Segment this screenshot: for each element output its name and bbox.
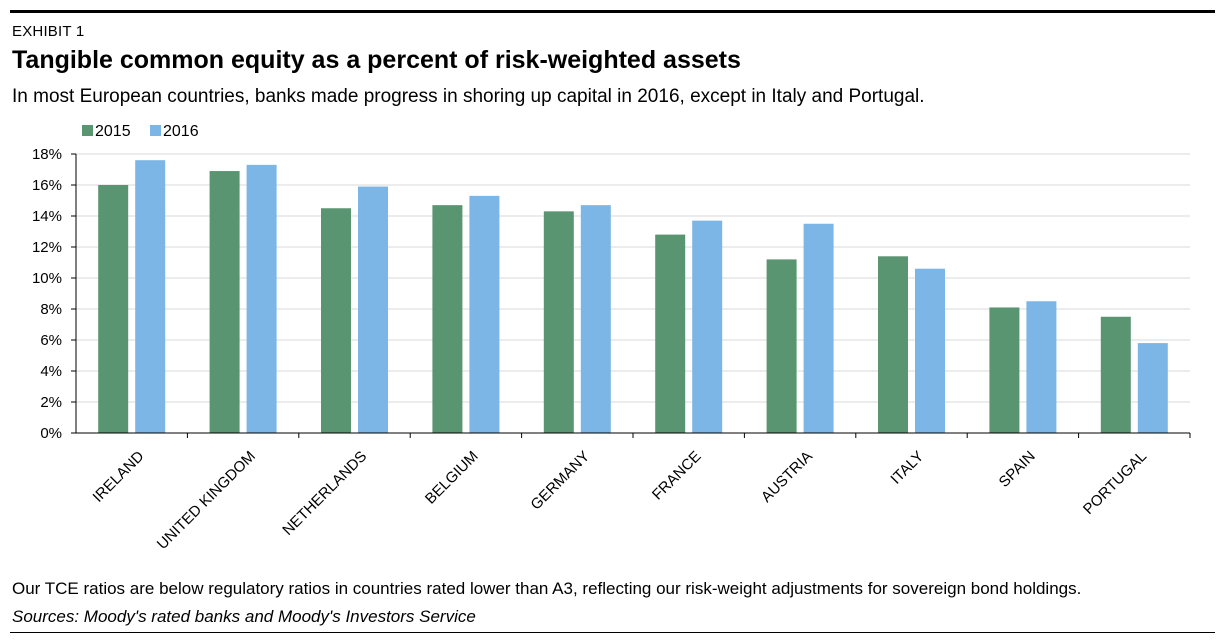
- x-category-label: PORTUGAL: [1080, 448, 1150, 518]
- x-category-label: GERMANY: [527, 448, 593, 514]
- bar-2016-united-kingdom: [246, 164, 277, 433]
- bar-2015-austria: [766, 259, 797, 433]
- bar-2015-italy: [878, 256, 908, 433]
- gridlines: [76, 153, 1190, 403]
- x-category-label: SPAIN: [996, 448, 1039, 491]
- x-category-label: UNITED KINGDOM: [154, 448, 259, 553]
- y-tick-label: 8%: [40, 301, 62, 318]
- y-tick-label: 12%: [32, 239, 62, 256]
- y-tick-label: 16%: [32, 177, 62, 194]
- top-rule: [10, 10, 1215, 13]
- y-tick-label: 2%: [40, 394, 62, 411]
- y-axis: 0% 2% 4% 6% 8% 10% 12% 14% 16% 18%: [32, 146, 77, 442]
- bar-2016-ireland: [135, 160, 166, 433]
- x-category-label: ITALY: [887, 448, 927, 488]
- y-tick-label: 0%: [40, 425, 62, 442]
- bar-2016-germany: [580, 205, 611, 433]
- bar-2016-belgium: [469, 195, 500, 433]
- chart-title: Tangible common equity as a percent of r…: [12, 46, 741, 74]
- bottom-rule: [10, 632, 1215, 633]
- legend-label: 2015: [95, 123, 131, 140]
- bar-2016-netherlands: [358, 186, 388, 433]
- bar-2015-ireland: [98, 185, 129, 433]
- legend-swatch-2015: [82, 125, 93, 136]
- bar-2015-spain: [989, 307, 1020, 433]
- bar-2016-portugal: [1137, 343, 1168, 433]
- bar-2015-portugal: [1100, 316, 1131, 433]
- bar-2016-france: [692, 220, 723, 433]
- legend-label: 2016: [163, 123, 199, 140]
- bar-2015-germany: [543, 211, 574, 433]
- source-note: Sources: Moody's rated banks and Moody's…: [12, 607, 476, 626]
- legend-swatch-2016: [150, 125, 161, 136]
- bar-2015-france: [655, 234, 686, 433]
- y-tick-label: 14%: [32, 208, 62, 225]
- x-category-label: NETHERLANDS: [279, 448, 370, 539]
- bar-2015-netherlands: [321, 208, 351, 433]
- x-category-label: BELGIUM: [422, 448, 482, 508]
- y-tick-label: 6%: [40, 332, 62, 349]
- x-category-label: IRELAND: [90, 448, 148, 506]
- bar-2015-belgium: [432, 205, 463, 433]
- bars: [98, 160, 1168, 434]
- x-category-label: FRANCE: [649, 448, 705, 504]
- y-tick-label: 18%: [32, 146, 62, 163]
- y-tick-label: 10%: [32, 270, 62, 287]
- x-category-label: AUSTRIA: [758, 448, 816, 506]
- bar-2015-united-kingdom: [209, 171, 240, 434]
- bar-chart: 0% 2% 4% 6% 8% 10% 12% 14% 16% 18% IRELAND UNITED …: [32, 123, 1191, 553]
- chart-subtitle: In most European countries, banks made p…: [12, 86, 925, 107]
- bar-2016-austria: [803, 223, 834, 433]
- bar-2016-italy: [915, 268, 945, 433]
- legend: 2015 2016: [82, 123, 199, 140]
- exhibit-frame: EXHIBIT 1 Tangible common equity as a pe…: [10, 10, 1215, 634]
- x-axis: IRELAND UNITED KINGDOM NETHERLANDS BELGIUM G…: [76, 432, 1191, 553]
- footnote: Our TCE ratios are below regulatory rati…: [12, 579, 1082, 598]
- bar-2016-spain: [1026, 301, 1057, 433]
- y-tick-label: 4%: [40, 363, 62, 380]
- exhibit-label: EXHIBIT 1: [12, 23, 85, 40]
